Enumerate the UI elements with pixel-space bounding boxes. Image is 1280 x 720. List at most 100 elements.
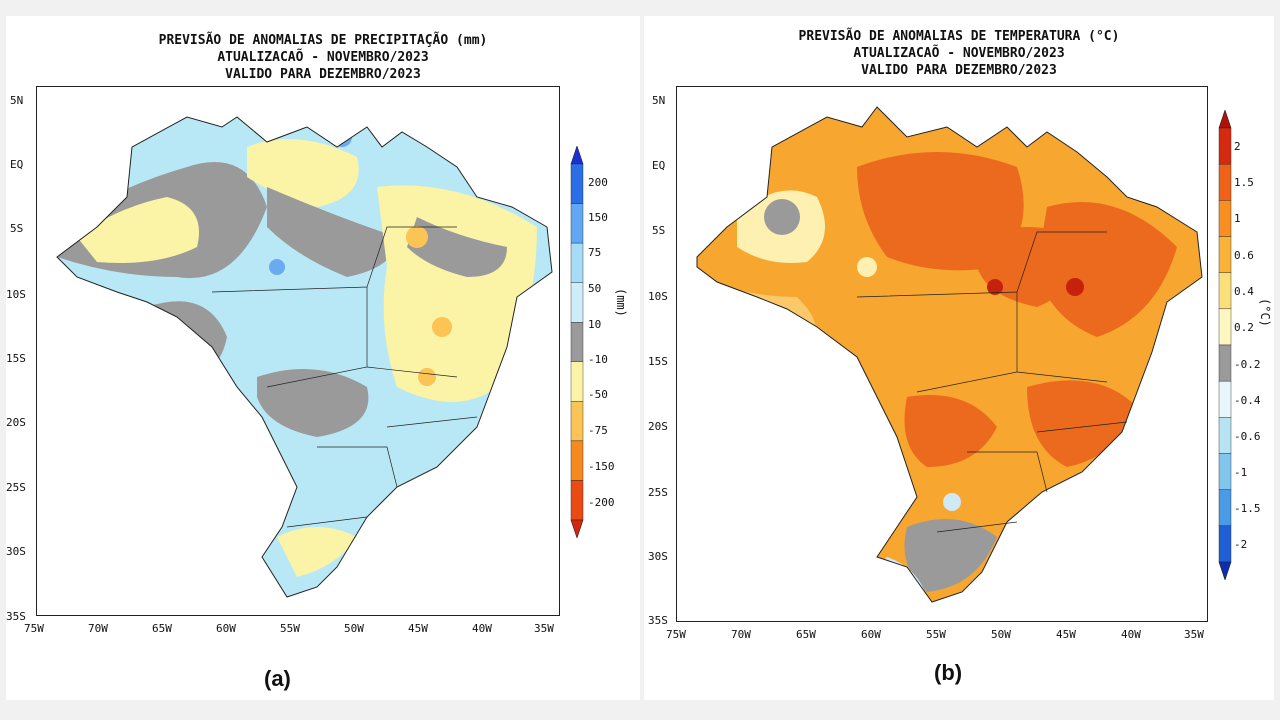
precip-unit: (mm) [614,288,628,317]
brazil-outline-a [56,116,553,598]
cb-b-label-neg2: -2 [1234,538,1248,551]
colorbar-segment [570,361,584,402]
lat-label-5s: 5S [652,224,666,237]
lon-label-45w: 45W [1056,628,1076,641]
colorbar-segment [1218,308,1232,346]
colorbar-segment [570,480,584,521]
title-line-1: PREVISÃO DE ANOMALIAS DE PRECIPITAÇÃO (m… [158,33,488,48]
colorbar-bottom-triangle [1218,561,1232,581]
lon-label-40w: 40W [1121,628,1141,641]
lon-label-75w: 75W [24,622,44,635]
precip-gray-northeast [407,217,507,277]
precip-orange-spot-3 [418,368,436,386]
temperature-title: PREVISÃO DE ANOMALIAS DE TEMPERATURA (°C… [644,28,1274,79]
cb-b-label-0-6: 0.6 [1234,249,1254,262]
colorbar-segment [570,203,584,244]
precip-yellow-north [247,139,359,207]
lat-label-5n: 5N [10,94,24,107]
colorbar-segment [1218,163,1232,201]
cb-b-label-neg1-5: -1.5 [1234,502,1261,515]
colorbar-segment [570,401,584,442]
precipitation-panel: PREVISÃO DE ANOMALIAS DE PRECIPITAÇÃO (m… [6,16,640,700]
precip-gray-central [267,187,397,277]
lon-label-70w: 70W [731,628,751,641]
lon-label-45w: 45W [408,622,428,635]
lat-label-25s: 25S [6,481,26,494]
temp-gray-south [904,519,997,592]
precip-yellow-east [377,185,537,402]
colorbar-segment [570,242,584,283]
lat-label-20s: 20S [648,420,668,433]
lat-label-5n: 5N [652,94,666,107]
cb-b-label-1: 1 [1234,212,1241,225]
cb-a-label-neg10: -10 [588,353,608,366]
cb-a-label-150: 150 [588,211,608,224]
lat-label-10s: 10S [648,290,668,303]
colorbar-segment [570,282,584,323]
temp-dark-northeast [1037,202,1177,337]
lat-label-30s: 30S [6,545,26,558]
colorbar-bottom-triangle [570,519,584,539]
title-line-2: ATUALIZACAÕ - NOVEMBRO/2023 [217,50,429,65]
lat-label-35s: 35S [6,610,26,623]
precip-yellow-south [277,527,357,577]
cb-b-label-neg1: -1 [1234,466,1248,479]
title-line-3: VALIDO PARA DEZEMBRO/2023 [861,63,1057,78]
precip-blue-spot-2 [269,259,285,275]
lon-label-35w: 35W [1184,628,1204,641]
precip-orange-spot-1 [406,226,428,248]
lon-label-65w: 65W [152,622,172,635]
lat-label-20s: 20S [6,416,26,429]
colorbar-top-triangle [570,145,584,165]
colorbar-segment [570,322,584,362]
temp-dark-southwest [904,395,997,467]
temp-gray-west [764,199,800,235]
lat-label-35s: 35S [648,614,668,627]
lat-label-5s: 5S [10,222,24,235]
colorbar-segment [1218,525,1232,563]
colorbar-segment [570,440,584,481]
cb-a-label-neg50: -50 [588,388,608,401]
lat-label-eq: EQ [652,159,666,172]
colorbar-segment [1218,200,1232,237]
precip-yellow-west [77,197,199,263]
lon-label-55w: 55W [280,622,300,635]
lat-label-25s: 25S [648,486,668,499]
temperature-map [676,86,1208,622]
lon-label-70w: 70W [88,622,108,635]
cb-b-label-1-5: 1.5 [1234,176,1254,189]
lon-label-60w: 60W [216,622,236,635]
colorbar-segment [1218,380,1232,418]
title-line-3: VALIDO PARA DEZEMBRO/2023 [225,67,421,82]
precip-gray-central-south [257,369,369,437]
lon-label-60w: 60W [861,628,881,641]
colorbar-segment [1218,417,1232,454]
temperature-panel: PREVISÃO DE ANOMALIAS DE TEMPERATURA (°C… [644,16,1274,700]
cb-a-label-200: 200 [588,176,608,189]
cb-b-label-neg0-2: -0.2 [1234,358,1261,371]
colorbar-segment [1218,236,1232,273]
temp-blue-spot [943,493,961,511]
cb-a-label-neg150: -150 [588,460,615,473]
panel-label-b: (b) [934,660,963,685]
lon-label-55w: 55W [926,628,946,641]
cb-b-label-0-4: 0.4 [1234,285,1254,298]
cb-b-label-neg0-4: -0.4 [1234,394,1261,407]
lon-label-65w: 65W [796,628,816,641]
lon-label-35w: 35W [534,622,554,635]
cb-a-label-neg200: -200 [588,496,615,509]
cb-a-label-neg75: -75 [588,424,608,437]
precip-orange-spot-2 [432,317,452,337]
lon-label-40w: 40W [472,622,492,635]
lat-label-10s: 10S [6,288,26,301]
cb-a-label-75: 75 [588,246,602,259]
temp-pale-spot [857,257,877,277]
lon-label-75w: 75W [666,628,686,641]
lat-label-15s: 15S [6,352,26,365]
precip-colorbar [570,145,584,542]
lat-label-eq: EQ [10,158,24,171]
colorbar-segment [1218,489,1232,527]
colorbar-segment [570,163,584,204]
panel-label-a: (a) [264,666,291,691]
temp-red-spot [1066,278,1084,296]
